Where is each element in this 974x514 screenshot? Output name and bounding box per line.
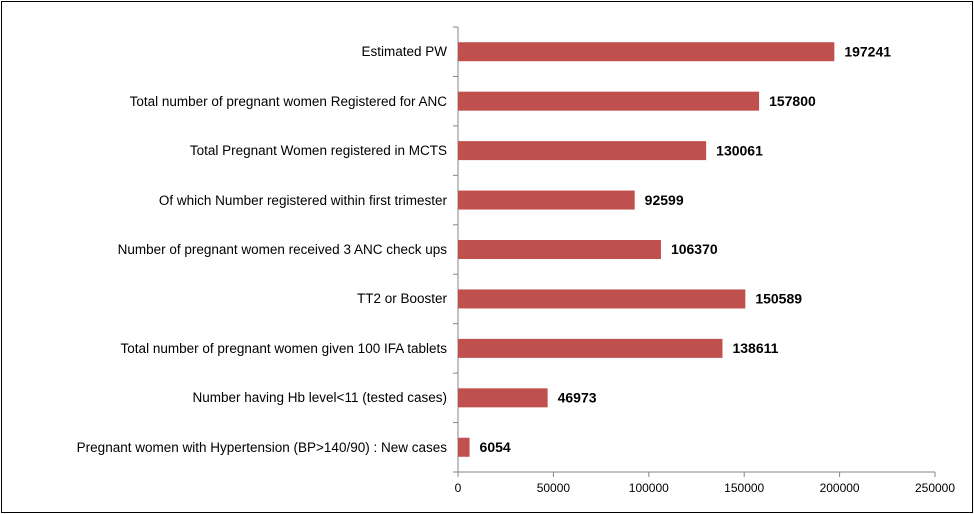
bar [458,388,548,408]
bar [458,240,661,259]
bar [458,91,760,111]
y-tick-label: Total Pregnant Women registered in MCTS [189,143,447,159]
bar [458,42,835,62]
y-tick-label: Number having Hb level<11 (tested cases) [192,390,447,406]
value-label: 106370 [671,241,718,257]
bar [458,437,470,457]
x-tick-label: 250000 [915,481,955,495]
value-label: 138611 [732,340,778,356]
value-label: 6054 [480,439,511,455]
x-tick-label: 100000 [629,481,669,495]
y-tick-label: Pregnant women with Hypertension (BP>140… [76,439,447,455]
y-tick-label: Of which Number registered within first … [158,192,447,208]
y-tick-label: Estimated PW [361,44,447,60]
x-tick-label: 50000 [537,481,571,495]
y-tick-label: Total number of pregnant women given 100… [120,340,447,356]
value-label: 197241 [844,43,891,59]
y-tick-label: TT2 or Booster [356,291,447,307]
bar [458,289,746,309]
value-label: 92599 [645,192,684,208]
bar [458,338,723,358]
y-tick-label: Number of pregnant women received 3 ANC … [117,242,447,257]
value-label: 46973 [558,390,597,406]
bar [458,141,707,161]
x-tick-label: 150000 [724,481,764,495]
value-label: 130061 [716,142,763,158]
x-tick-label: 0 [455,481,462,495]
value-label: 150589 [755,291,802,307]
y-tick-label: Total number of pregnant women Registere… [129,93,447,109]
bar [458,190,635,210]
x-tick-label: 200000 [820,481,860,495]
value-label: 157800 [769,93,816,109]
